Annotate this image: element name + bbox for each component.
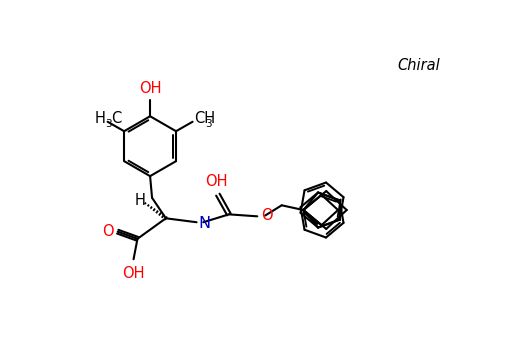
- Text: O: O: [102, 224, 114, 239]
- Text: OH: OH: [139, 81, 161, 96]
- Text: N: N: [198, 215, 210, 230]
- Text: 3: 3: [205, 119, 212, 129]
- Text: H: H: [135, 193, 145, 208]
- Text: CH: CH: [195, 111, 216, 126]
- Text: O: O: [261, 208, 273, 223]
- Text: OH: OH: [122, 266, 145, 282]
- Text: 3: 3: [105, 119, 112, 129]
- Text: C: C: [111, 111, 121, 126]
- Text: H: H: [94, 111, 105, 126]
- Text: Chiral: Chiral: [397, 57, 440, 72]
- Text: OH: OH: [205, 174, 227, 189]
